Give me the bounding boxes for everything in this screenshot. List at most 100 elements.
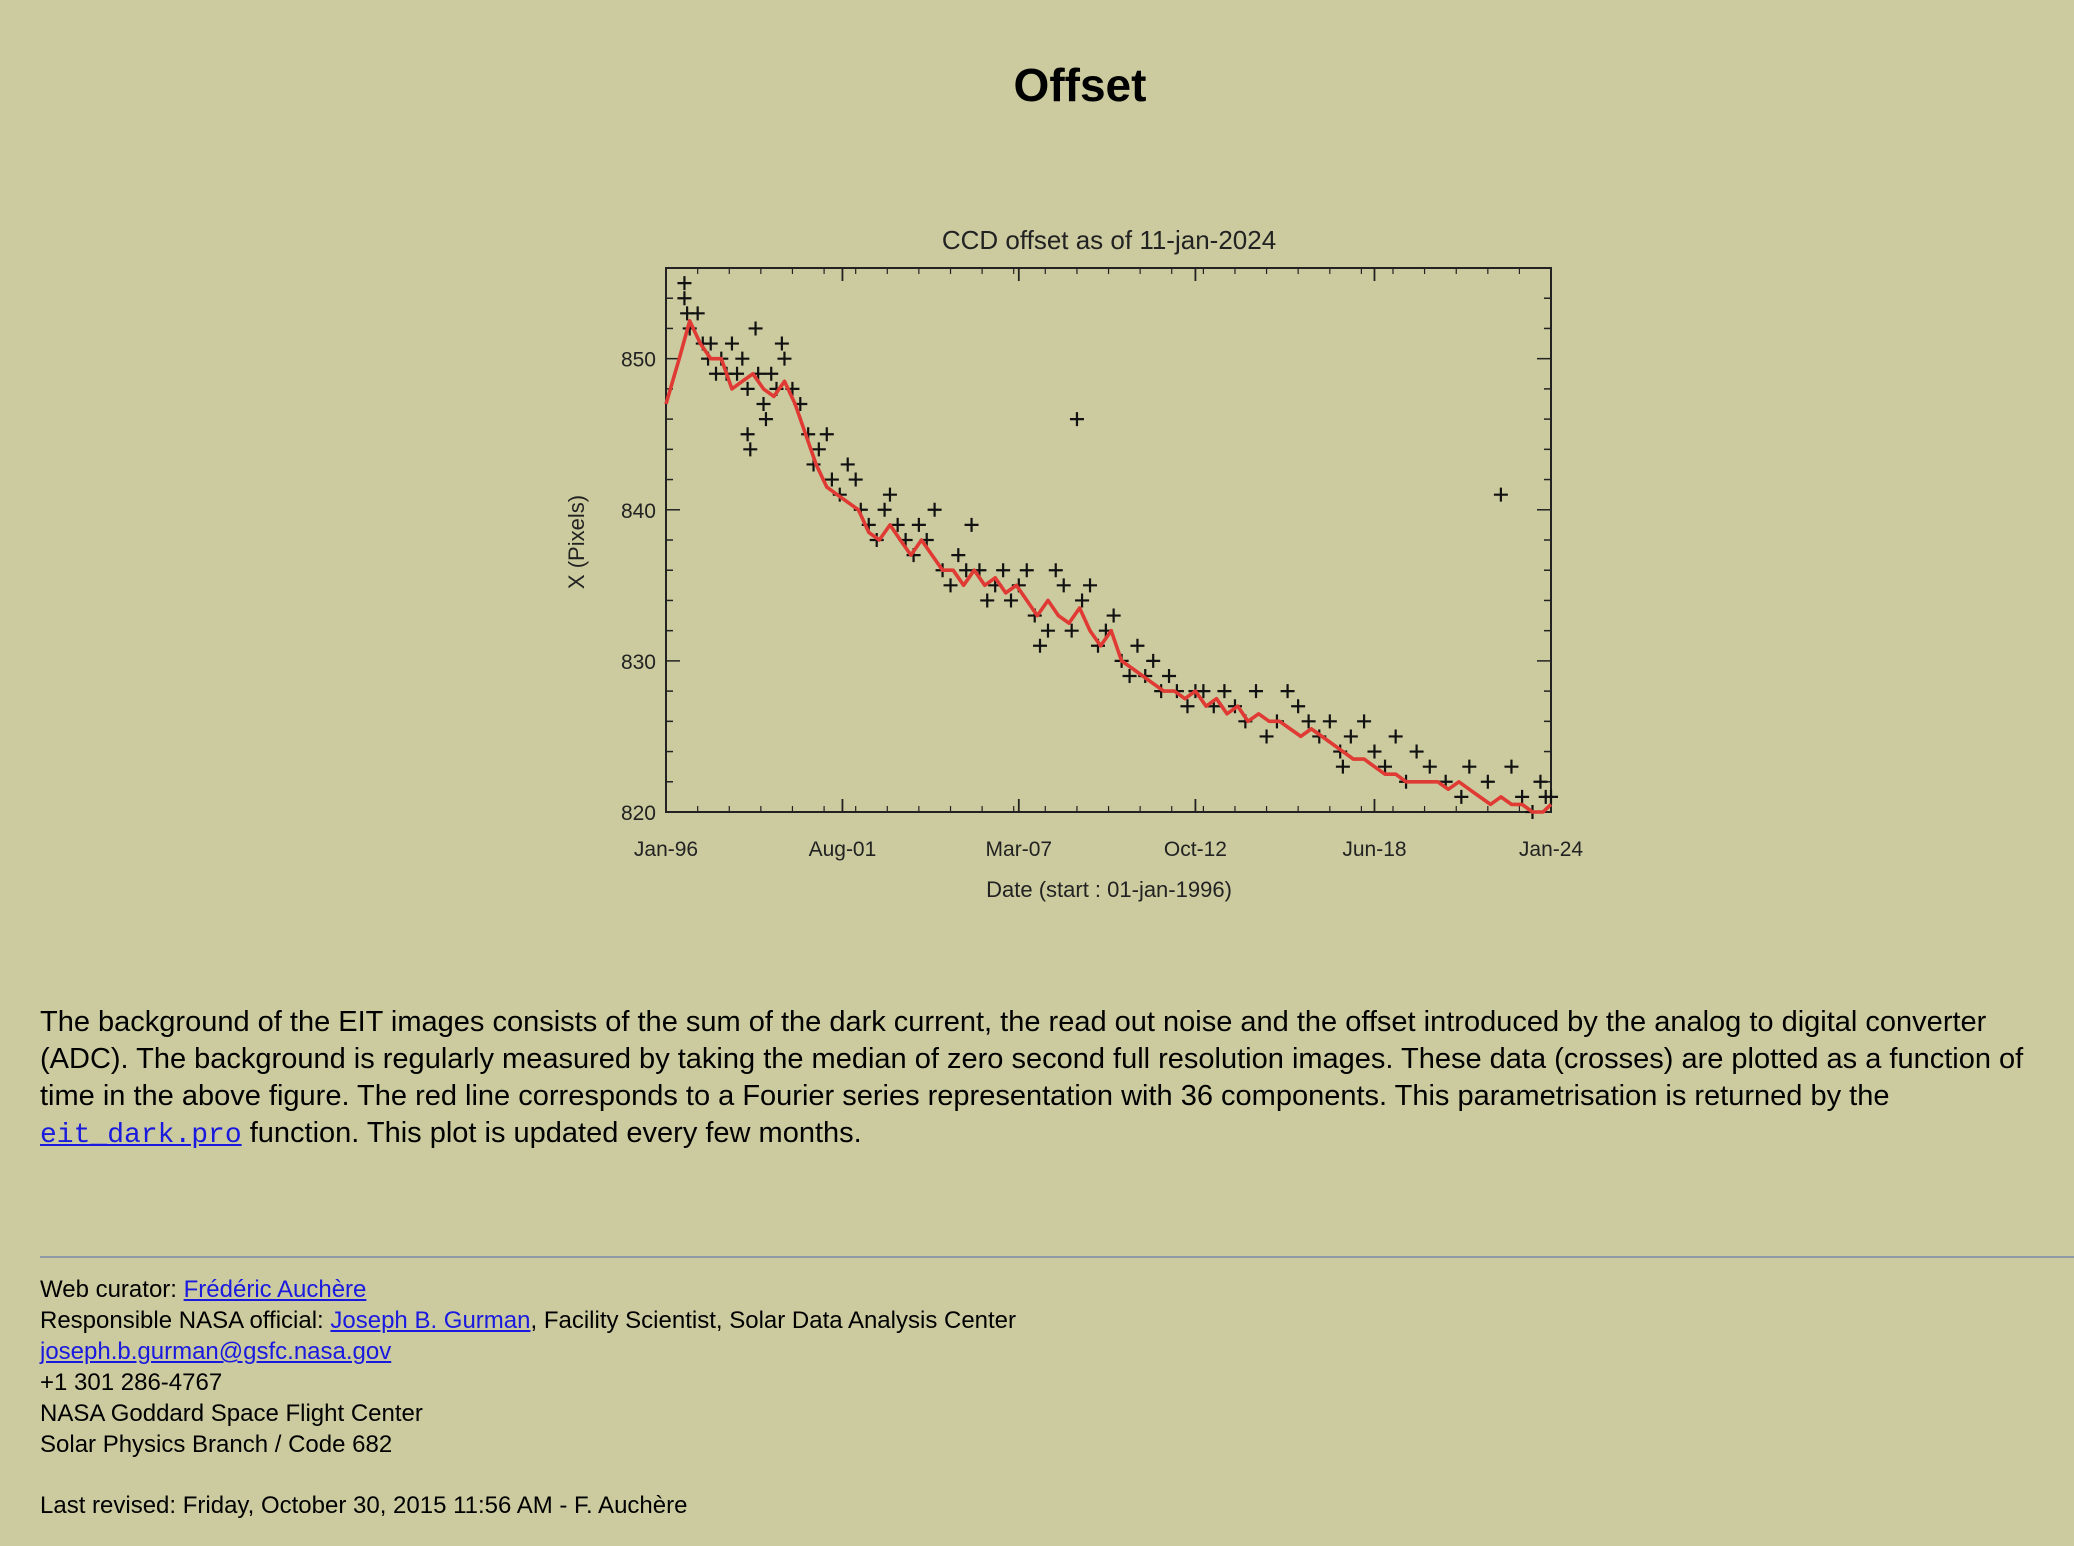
data-point — [1004, 593, 1019, 608]
phone: +1 301 286-4767 — [40, 1369, 223, 1396]
curator-link[interactable]: Frédéric Auchère — [183, 1276, 367, 1303]
x-tick-label: Jan-24 — [1519, 838, 1584, 861]
data-point — [1033, 638, 1048, 653]
data-point — [1106, 608, 1121, 623]
data-point — [1480, 774, 1495, 789]
curator-label: Web curator: — [40, 1276, 184, 1303]
last-revised: Last revised: Friday, October 30, 2015 1… — [40, 1492, 688, 1519]
x-tick-label: Mar-07 — [986, 838, 1053, 861]
plot-frame — [665, 267, 1552, 813]
x-tick-label: Jan-96 — [634, 838, 698, 861]
data-point — [980, 593, 995, 608]
data-point — [1259, 729, 1274, 744]
data-point — [677, 291, 692, 306]
email-line: joseph.b.gurman@gsfc.nasa.gov — [40, 1336, 1640, 1367]
data-point — [1048, 563, 1063, 578]
data-point — [824, 472, 839, 487]
data-point — [677, 276, 692, 291]
data-point — [1019, 563, 1034, 578]
data-point — [890, 517, 905, 532]
data-point — [724, 336, 739, 351]
data-point — [1533, 774, 1548, 789]
x-tick-label: Aug-01 — [809, 838, 877, 861]
y-tick-label: 840 — [621, 500, 656, 523]
data-point — [882, 487, 897, 502]
data-point — [1544, 789, 1558, 804]
data-point — [1291, 699, 1306, 714]
data-point — [1493, 487, 1508, 502]
x-axis-label: Date (start : 01-jan-1996) — [986, 877, 1232, 902]
x-tick-label: Oct-12 — [1164, 838, 1227, 861]
data-point — [1083, 578, 1098, 593]
data-point — [1122, 669, 1137, 683]
offset-chart: CCD offset as of 11-jan-2024 X (Pixels) … — [560, 200, 1620, 920]
data-point — [943, 578, 958, 593]
fit-line — [664, 319, 1553, 814]
data-point — [1196, 684, 1211, 699]
data-point — [730, 366, 745, 381]
data-point — [819, 427, 834, 442]
data-point — [1378, 759, 1393, 774]
data-point — [927, 502, 942, 517]
description-text-end: function. This plot is updated every few… — [241, 1117, 862, 1149]
chart-title: CCD offset as of 11-jan-2024 — [942, 225, 1276, 255]
data-point — [1335, 759, 1350, 774]
data-point — [1280, 684, 1295, 699]
data-point — [1454, 789, 1469, 804]
data-point — [911, 517, 926, 532]
data-point — [740, 381, 755, 396]
data-point — [748, 321, 763, 336]
data-point — [1217, 684, 1232, 699]
data-point — [1180, 699, 1195, 714]
data-point — [1388, 729, 1403, 744]
data-point — [1409, 744, 1424, 759]
data-point — [1249, 684, 1263, 699]
data-point — [703, 336, 718, 351]
page-title: Offset — [1013, 59, 1147, 111]
data-point — [1515, 789, 1530, 804]
data-point — [1462, 759, 1477, 774]
data-point — [1301, 714, 1316, 729]
data-point — [811, 442, 826, 457]
description-text: The background of the EIT images consist… — [40, 1006, 2024, 1112]
data-points — [677, 276, 1558, 819]
data-point — [756, 397, 771, 411]
chart-svg: CCD offset as of 11-jan-2024 X (Pixels) … — [564, 225, 1584, 902]
data-point — [1056, 578, 1071, 593]
data-point — [840, 457, 855, 472]
data-point — [764, 366, 779, 381]
data-point — [1040, 623, 1055, 638]
description: The background of the EIT images consist… — [40, 1004, 2060, 1154]
data-point — [1162, 669, 1177, 683]
data-point — [1130, 638, 1145, 653]
data-point — [1504, 759, 1519, 774]
data-point — [1075, 593, 1090, 608]
data-point — [1422, 759, 1437, 774]
x-tick-label: Jun-18 — [1342, 838, 1406, 861]
y-tick-label: 830 — [621, 651, 656, 674]
data-point — [774, 336, 789, 351]
email-link[interactable]: joseph.b.gurman@gsfc.nasa.gov — [40, 1338, 392, 1365]
footer-divider — [40, 1256, 2074, 1258]
fit-line-layer — [664, 319, 1553, 814]
data-point — [1322, 714, 1337, 729]
data-point — [848, 472, 863, 487]
data-point — [996, 563, 1011, 578]
data-point — [1357, 714, 1372, 729]
eit-dark-link[interactable]: eit_dark.pro — [40, 1120, 242, 1151]
data-point — [1146, 653, 1161, 668]
official-link[interactable]: Joseph B. Gurman — [330, 1307, 531, 1334]
data-point — [777, 351, 792, 366]
official-role: , Facility Scientist, Solar Data Analysi… — [530, 1307, 1017, 1334]
data-point — [964, 517, 979, 532]
y-tick-label: 850 — [621, 349, 656, 372]
data-point — [1069, 412, 1084, 427]
data-point — [1064, 623, 1079, 638]
data-point — [1343, 729, 1358, 744]
org-center: NASA Goddard Space Flight Center — [40, 1400, 423, 1427]
data-point — [735, 351, 750, 366]
footer: Web curator: Frédéric Auchère Responsibl… — [40, 1274, 1640, 1460]
official-line: Responsible NASA official: Joseph B. Gur… — [40, 1305, 1640, 1336]
y-axis-label: X (Pixels) — [564, 495, 589, 589]
data-point — [740, 427, 755, 442]
